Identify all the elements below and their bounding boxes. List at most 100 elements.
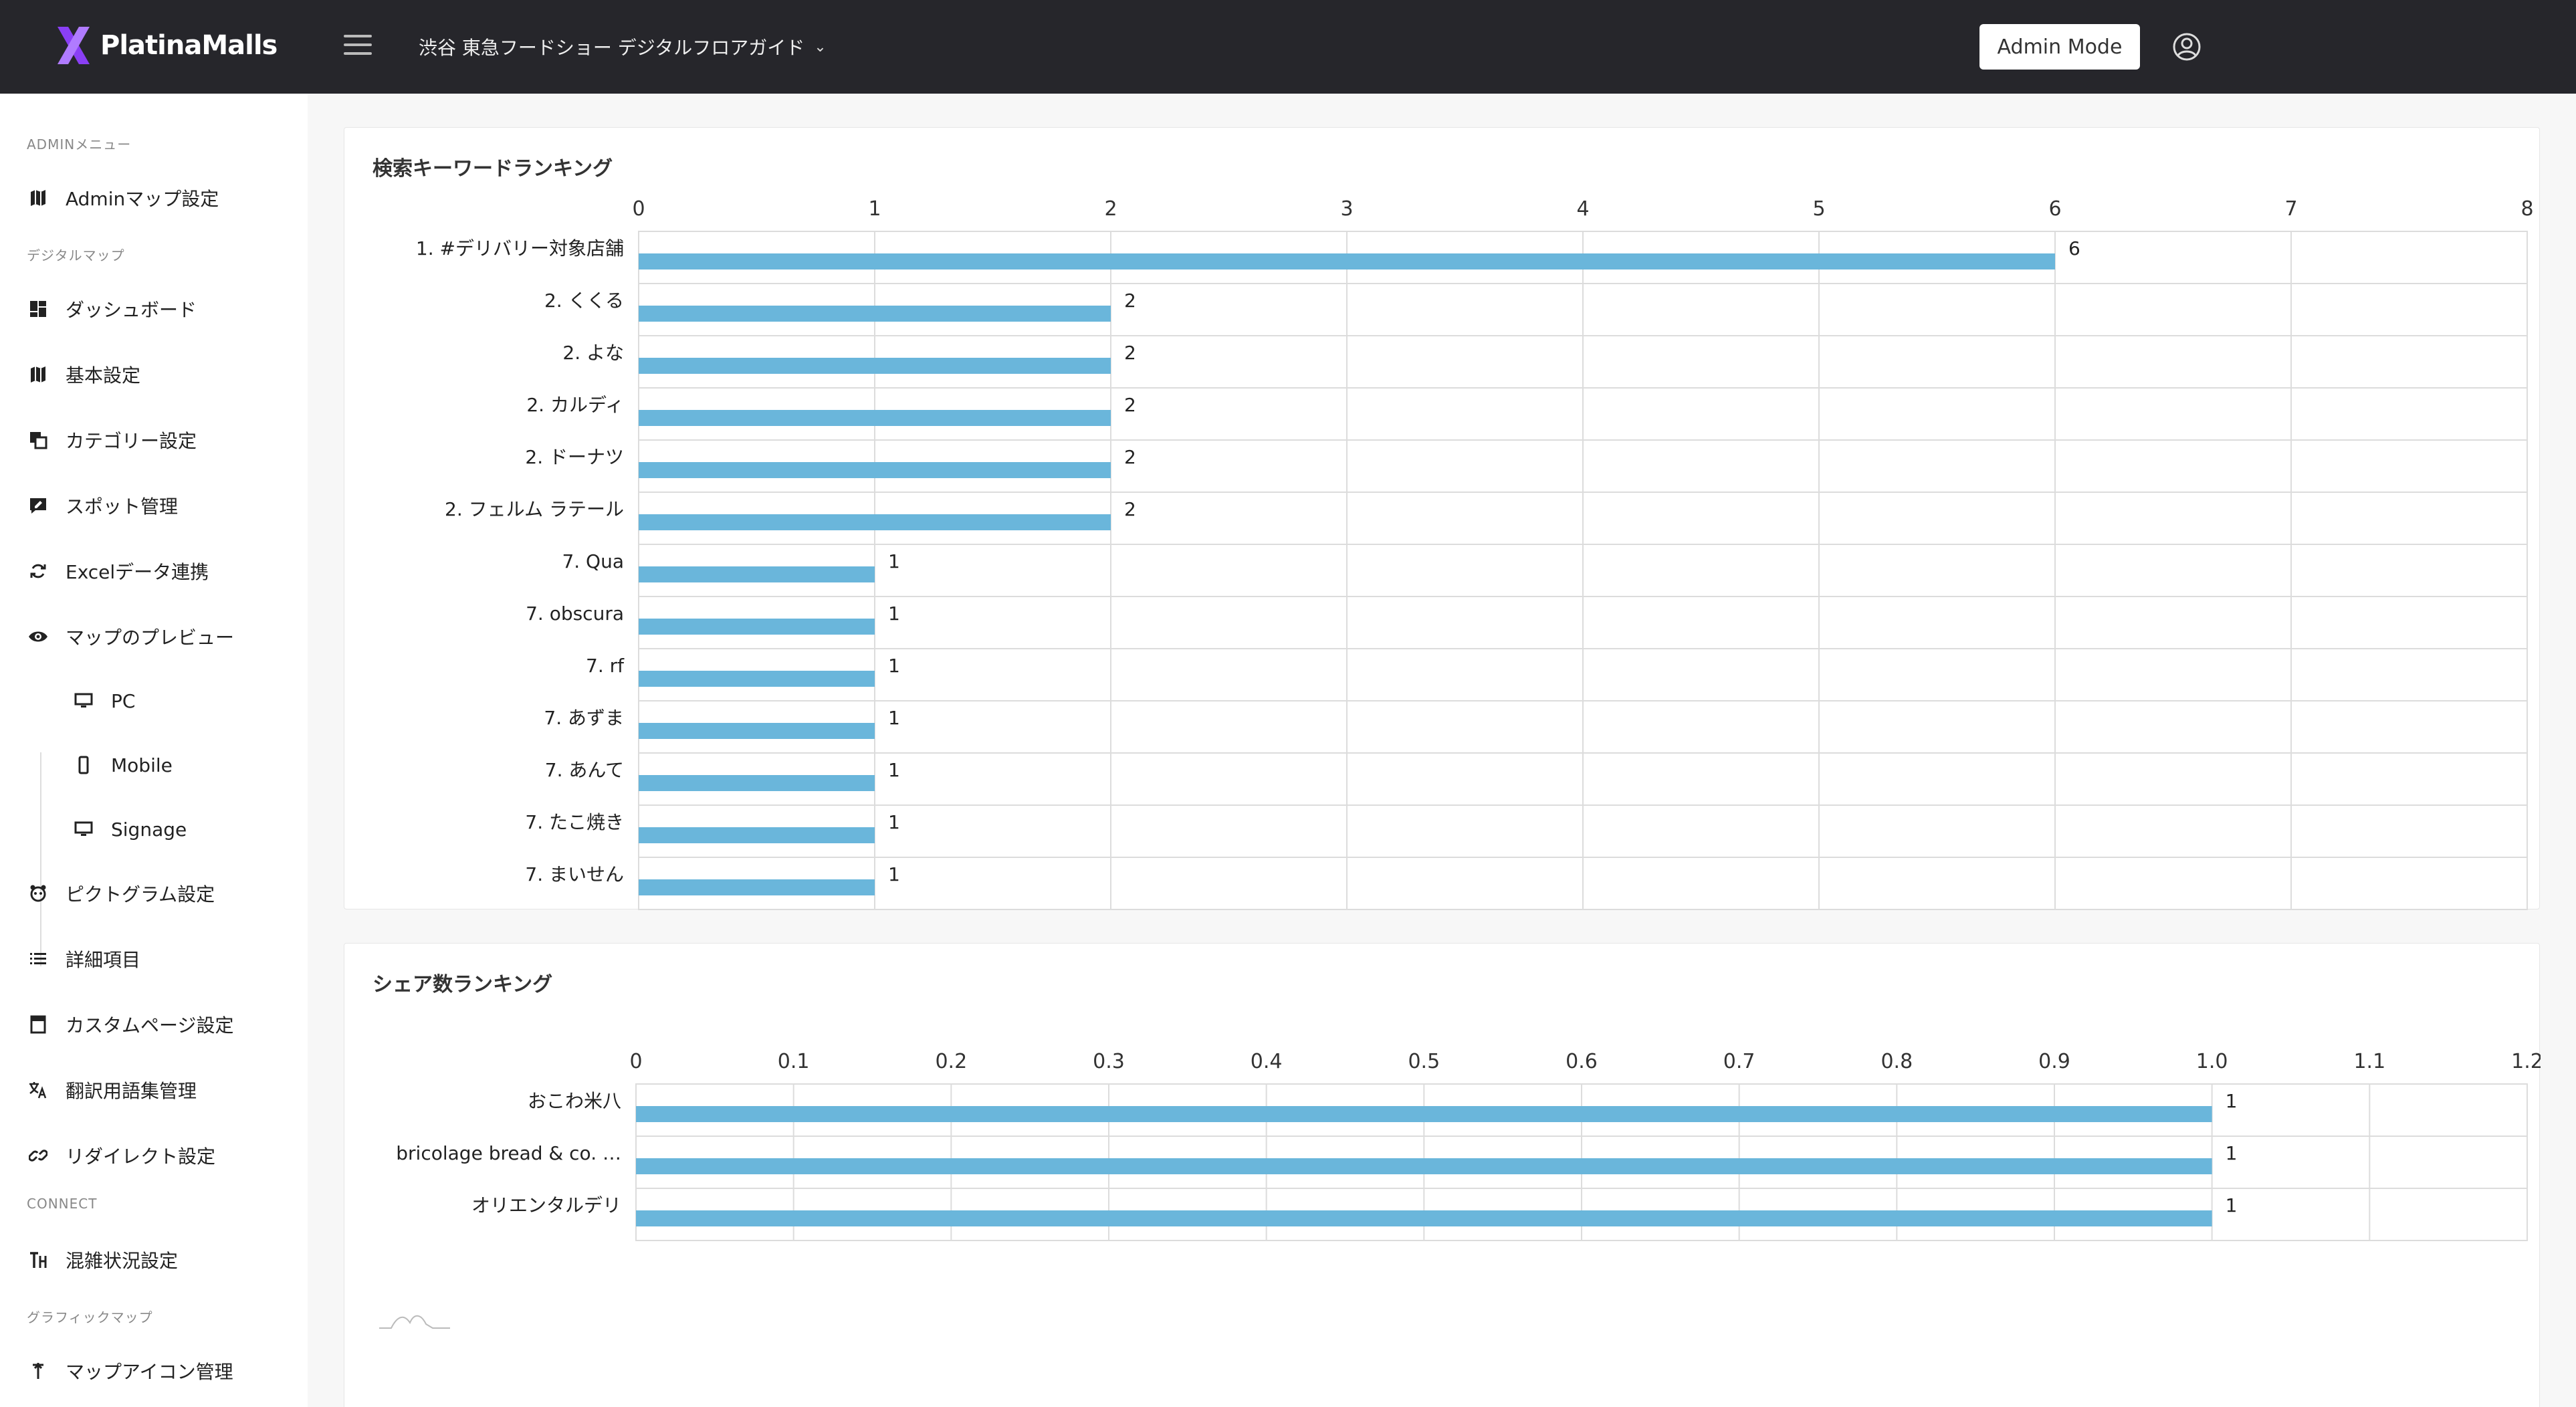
data-label: 2 [1124,290,1136,312]
sidebar-item-translation-glossary[interactable]: 翻訳用語集管理 [27,1070,294,1110]
congestion-icon [27,1249,49,1271]
sidebar-item-label: Excelデータ連携 [66,561,209,583]
bar [639,827,875,843]
x-tick-label: 0.4 [1251,1050,1283,1073]
bar [639,410,1111,426]
x-tick-label: 5 [1812,197,1825,221]
sidebar-item-label: 詳細項目 [66,949,141,971]
category-label: 7. まいせん [525,863,624,885]
sidebar-item-preview-mobile[interactable]: Mobile [72,745,340,785]
share-ranking-title: シェア数ランキング [372,973,553,996]
main-content: 検索キーワードランキング 0 1 2 3 4 5 6 7 8 1. #デリバリー対象店舗 6 2. く… [308,94,2576,1407]
data-label: 1 [888,759,900,781]
data-label: 1 [888,863,900,885]
sidebar-item-label: カテゴリー設定 [66,430,197,452]
sidebar-item-pictogram-settings[interactable]: ピクトグラム設定 [27,873,294,913]
sidebar-item-custom-pages[interactable]: カスタムページ設定 [27,1004,294,1045]
share-ranking-card: シェア数ランキング 0 0.1 0.2 0.3 0.4 0.5 0.6 0.7 0.8 0.9 1.… [344,943,2541,1407]
x-tick-label: 0 [632,197,645,221]
sidebar-section-graphic-map: グラフィックマップ [27,1309,153,1325]
data-label: 2 [1124,498,1136,520]
map-icon [27,363,49,386]
keyword-ranking-card: 検索キーワードランキング 0 1 2 3 4 5 6 7 8 1. #デリバリー対象店舗 6 2. く… [344,127,2540,910]
category-label: 7. たこ焼き [525,811,624,833]
sidebar-item-label: PC [111,689,136,712]
sidebar-item-detail-items[interactable]: 詳細項目 [27,939,294,979]
bar [636,1158,2212,1174]
bar [639,879,875,895]
venue-name: 渋谷 東急フードショー デジタルフロアガイド [419,37,805,59]
sidebar-item-label: 基本設定 [66,364,141,387]
monitor-icon [72,818,95,841]
list-icon [27,948,49,970]
keyword-ranking-chart: 0 1 2 3 4 5 6 7 8 1. #デリバリー対象店舗 6 2. くくる 2 2. よな 2 2. カ… [416,197,2534,910]
sidebar-item-label: スポット管理 [66,496,179,518]
sidebar-item-excel-sync[interactable]: Excelデータ連携 [27,551,294,591]
sidebar-item-congestion-settings[interactable]: 混雑状況設定 [27,1240,294,1280]
sidebar-item-spot-management[interactable]: スポット管理 [27,485,294,526]
sidebar-item-admin-map[interactable]: Adminマップ設定 [27,178,294,218]
sidebar-item-label: マップアイコン管理 [66,1361,233,1383]
sidebar-item-category-settings[interactable]: カテゴリー設定 [27,420,294,460]
pictogram-icon [27,882,49,905]
monitor-icon [72,689,95,712]
sidebar-item-map-preview[interactable]: マップのプレビュー [27,617,294,657]
x-tick-label: 2 [1104,197,1117,221]
bar [639,671,875,687]
x-tick-label: 8 [2520,197,2533,221]
sidebar-item-label: Adminマップ設定 [66,188,219,210]
data-label: 1 [888,550,900,572]
x-tick-label: 6 [2048,197,2061,221]
sidebar-item-map-icon-management[interactable]: マップアイコン管理 [27,1351,294,1391]
bar [639,462,1111,478]
data-label: 1 [2226,1090,2238,1112]
category-label: 2. くくる [544,290,624,312]
x-tick-label: 1.0 [2196,1050,2228,1073]
translate-icon [27,1079,49,1101]
sidebar-item-preview-signage[interactable]: Signage [72,809,340,849]
sidebar-item-basic-settings[interactable]: 基本設定 [27,354,294,395]
x-tick-label: 1.1 [2353,1050,2385,1073]
bar [639,619,875,635]
category-label: 7. Qua [562,550,624,572]
data-label: 1 [888,655,900,677]
category-label: 7. あずま [544,707,624,729]
spot-edit-icon [27,494,49,517]
admin-mode-button[interactable]: Admin Mode [1979,24,2140,70]
bar [639,253,2055,269]
keyword-ranking-title: 検索キーワードランキング [372,157,613,181]
sidebar-item-redirect-settings[interactable]: リダイレクト設定 [27,1135,294,1176]
sidebar: ADMINメニュー Adminマップ設定 デジタルマップ ダッシュボード 基本設… [0,94,308,1407]
category-label: 1. #デリバリー対象店舗 [416,237,624,259]
bar [639,723,875,739]
bar [636,1106,2212,1122]
sidebar-item-label: マップのプレビュー [66,627,235,649]
data-label: 1 [888,707,900,729]
bar [639,358,1111,374]
sidebar-item-label: 混雑状況設定 [66,1250,179,1272]
eye-icon [27,625,49,648]
brand-logo[interactable]: PlatinaMalls [53,24,278,67]
map-icon [27,187,49,209]
x-tick-label: 0.8 [1881,1050,1913,1073]
category-label: 7. あんて [545,759,624,781]
category-label: おこわ米八 [528,1090,621,1112]
venue-selector[interactable]: 渋谷 東急フードショー デジタルフロアガイド ⌄ [419,31,827,63]
user-account-icon[interactable] [2172,32,2202,62]
hamburger-menu-icon[interactable] [344,35,372,59]
sidebar-item-preview-pc[interactable]: PC [72,681,340,721]
category-label: bricolage bread & co. … [396,1142,621,1164]
x-tick-label: 1 [868,197,881,221]
top-bar: PlatinaMalls 渋谷 東急フードショー デジタルフロアガイド ⌄ Ad… [0,0,2576,94]
sidebar-item-label: Mobile [111,754,173,776]
brand-logo-icon [53,24,94,67]
bar [639,566,875,582]
x-tick-label: 4 [1576,197,1589,221]
sidebar-item-dashboard[interactable]: ダッシュボード [27,289,294,329]
chevron-down-icon: ⌄ [814,38,827,56]
data-label: 1 [2226,1142,2238,1164]
submenu-guide-line [40,752,41,966]
x-tick-label: 0.2 [935,1050,967,1073]
bar [639,306,1111,322]
mobile-icon [72,754,95,776]
